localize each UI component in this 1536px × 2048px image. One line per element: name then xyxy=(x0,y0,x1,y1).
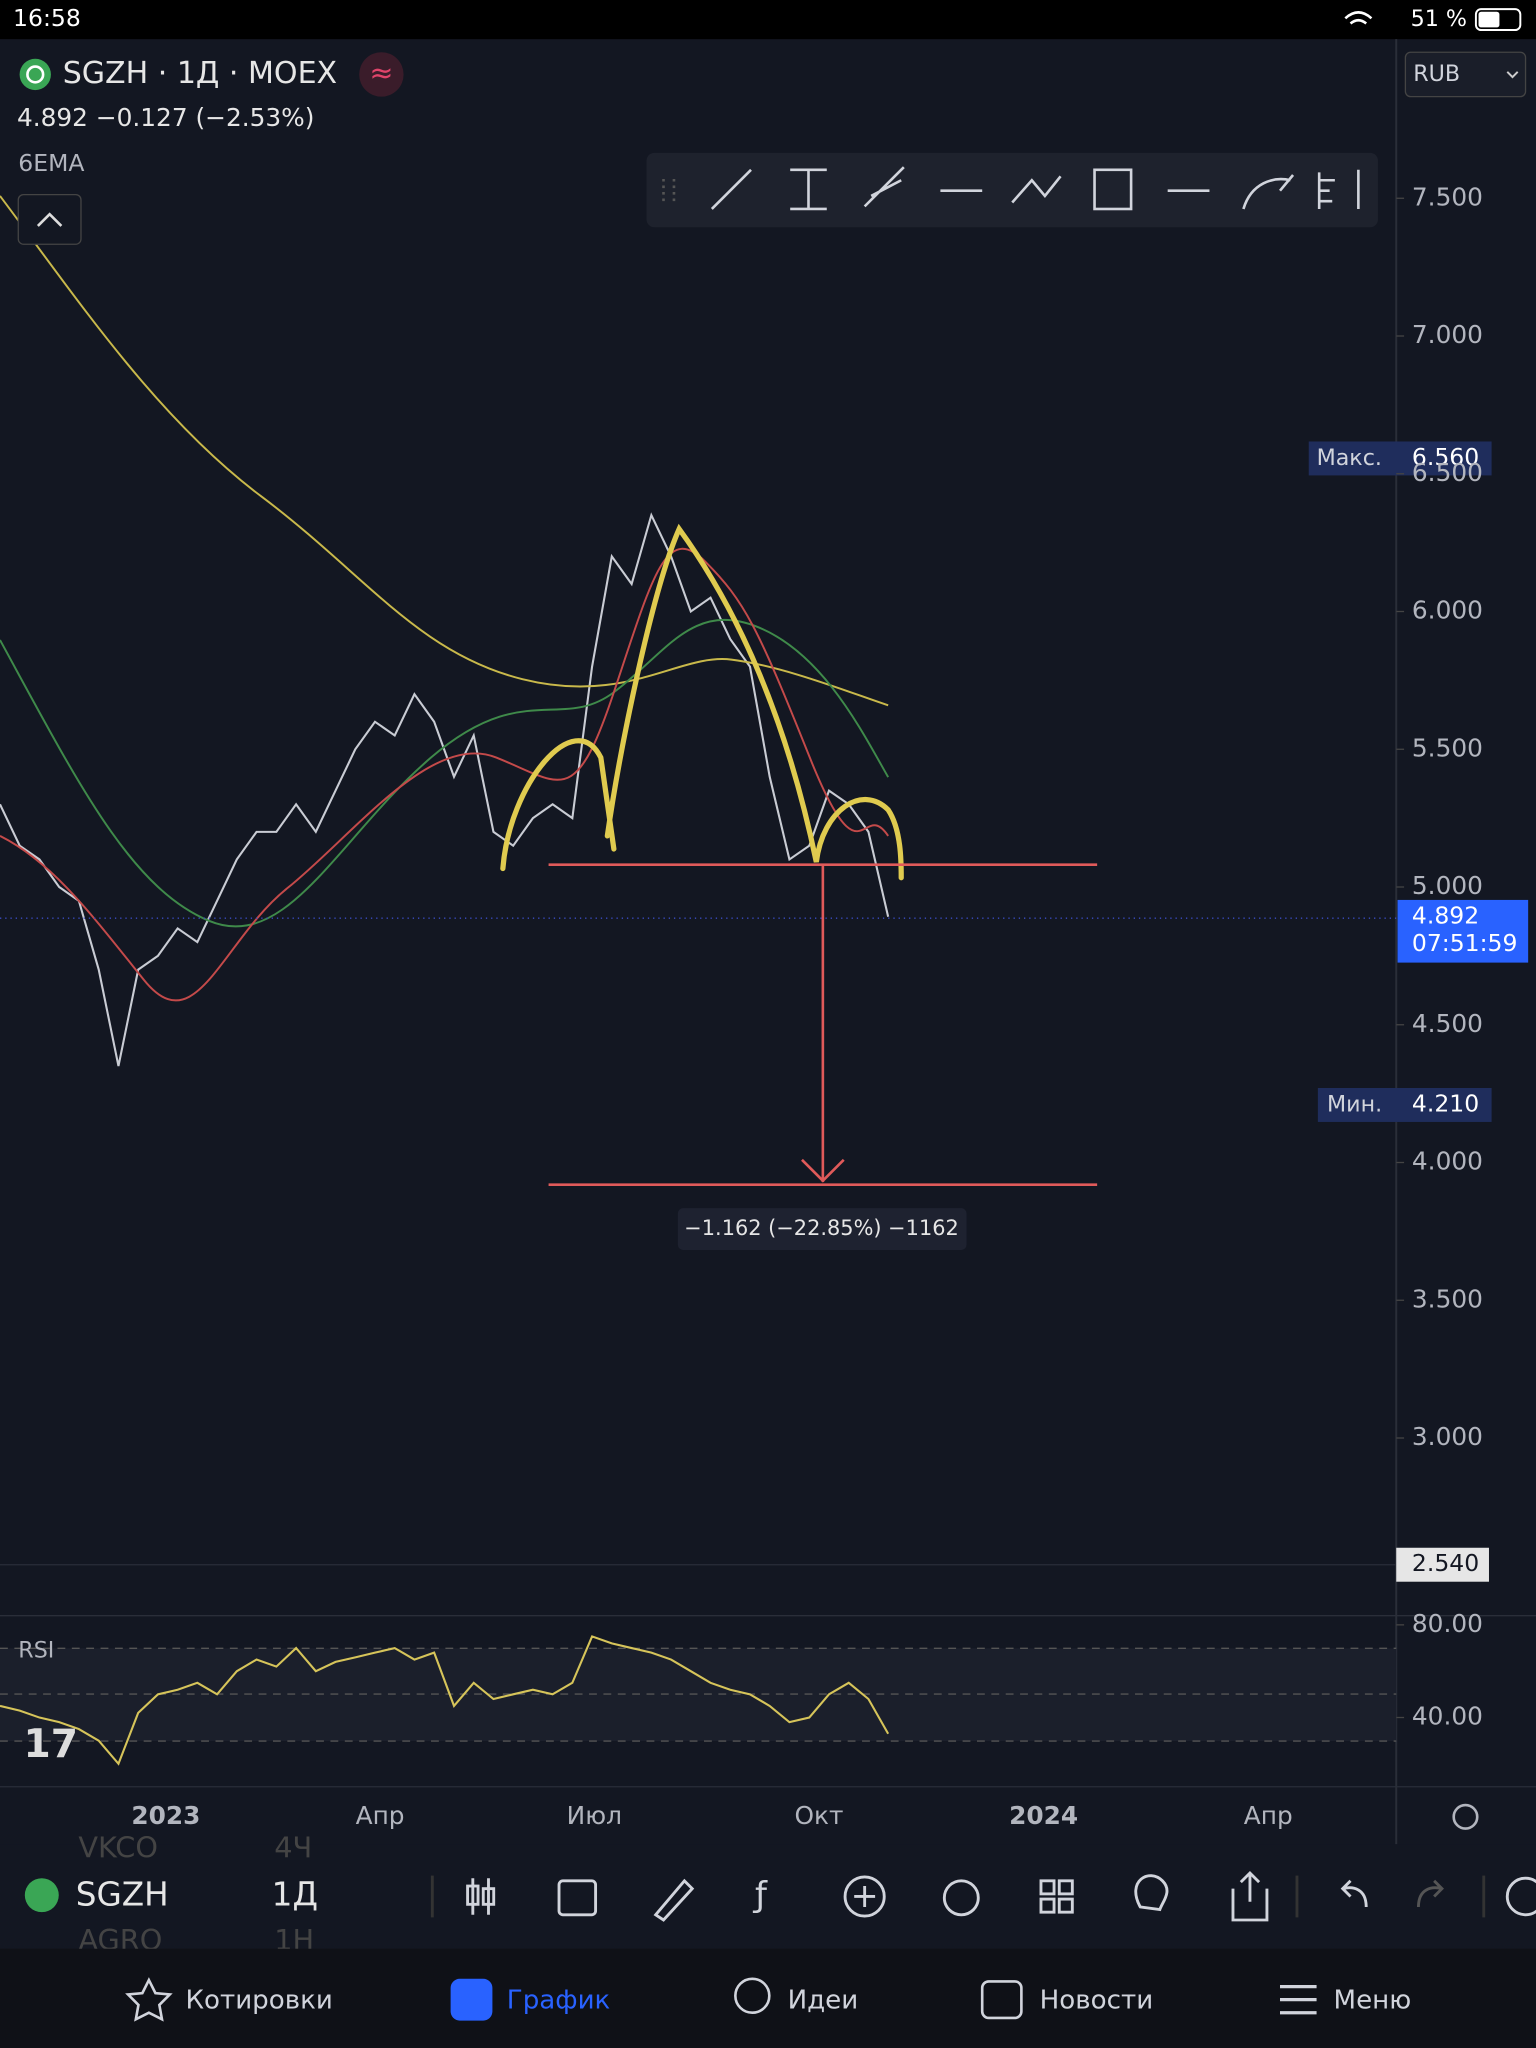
last-price: 4.892 xyxy=(1412,901,1479,929)
min-tag xyxy=(1317,1088,1492,1122)
currency-selector[interactable] xyxy=(1404,51,1527,98)
tv-logo: 17 xyxy=(24,1722,79,1767)
tab-icon xyxy=(1280,1984,1317,2015)
y-tick-label: 6.500 xyxy=(1412,458,1483,487)
ema-line xyxy=(0,548,889,1002)
currency: RUB xyxy=(1413,61,1460,87)
measure-label: −1.162 (−22.85%) −1162 xyxy=(684,1216,959,1240)
indicator-badge-glyph: ≈ xyxy=(369,55,393,89)
ema-line xyxy=(0,195,889,707)
indicator-name[interactable]: 6EMA xyxy=(18,149,84,177)
symbol-logo-mark xyxy=(26,65,45,84)
pattern-drawing xyxy=(500,523,904,881)
svg-text:ƒ: ƒ xyxy=(752,1875,768,1915)
tab-label[interactable]: Новости xyxy=(1040,1985,1154,2015)
bottom-symbol[interactable]: SGZH xyxy=(76,1875,169,1913)
battery-icon xyxy=(1474,8,1522,32)
x-tick-label: 2024 xyxy=(1009,1801,1078,1830)
bottom-tag xyxy=(1396,1547,1489,1582)
collapse-icon xyxy=(36,212,63,227)
max-value: 6.560 xyxy=(1412,443,1479,471)
bottom-toolbar xyxy=(0,1844,1536,1949)
x-tick-label: Окт xyxy=(794,1801,843,1830)
tab-label-active[interactable]: График xyxy=(507,1985,611,2015)
status-time: 16:58 xyxy=(13,4,81,32)
bottom-value: 2.540 xyxy=(1412,1549,1479,1577)
y-tick-label: 40.00 xyxy=(1412,1702,1483,1731)
y-tick-label: 5.000 xyxy=(1412,871,1483,900)
settings-icon[interactable] xyxy=(1452,1803,1479,1830)
price-line xyxy=(0,512,890,1067)
y-tick-label: 3.000 xyxy=(1412,1422,1483,1451)
min-value: 4.210 xyxy=(1412,1089,1479,1117)
toolbar-icons[interactable] xyxy=(662,166,1360,211)
faded-interval: 4Ч xyxy=(274,1830,312,1864)
tab-icon xyxy=(125,1977,173,2022)
x-tick-label: Апр xyxy=(1244,1801,1293,1830)
rsi-band xyxy=(0,1648,1397,1742)
tab-icon xyxy=(734,1977,771,2015)
y-tick-label: 4.500 xyxy=(1412,1009,1483,1038)
price-line xyxy=(0,1635,890,1766)
indicator-badge[interactable] xyxy=(359,52,404,97)
y-tick-label: 6.000 xyxy=(1412,596,1483,625)
toolbar-buttons[interactable]: ƒ xyxy=(430,1870,1536,1922)
x-tick-label: Апр xyxy=(356,1801,405,1830)
y-tick-label: 80.00 xyxy=(1412,1609,1483,1638)
collapse-button[interactable] xyxy=(17,193,82,245)
countdown: 07:51:59 xyxy=(1412,929,1518,957)
tab-label[interactable]: Котировки xyxy=(185,1985,332,2015)
symbol-title[interactable]: SGZH · 1Д · MOEX xyxy=(63,56,337,91)
status-bar xyxy=(0,0,1536,40)
ema-line xyxy=(0,619,890,928)
last-price-tag xyxy=(1397,899,1529,963)
tab-label[interactable]: Меню xyxy=(1334,1985,1412,2015)
y-tick-label: 4.000 xyxy=(1412,1147,1483,1176)
max-tag xyxy=(1308,441,1492,476)
drawing-toolbar xyxy=(646,152,1378,228)
tab-label[interactable]: Идеи xyxy=(788,1985,859,2015)
symbol-logo xyxy=(24,1878,59,1913)
wifi-icon xyxy=(1344,11,1373,25)
battery-percent: 51 % xyxy=(1411,6,1467,32)
max-label: Макс. xyxy=(1317,445,1382,471)
symbol-logo xyxy=(19,58,51,91)
y-tick-label: 7.000 xyxy=(1412,320,1483,349)
dropdown-icon xyxy=(1506,71,1519,79)
y-tick-label: 3.500 xyxy=(1412,1284,1483,1313)
x-tick-label: 2023 xyxy=(131,1801,200,1830)
bottom-interval[interactable]: 1Д xyxy=(272,1875,318,1913)
faded-symbol: VKCO xyxy=(78,1830,158,1864)
x-tick-label: Июл xyxy=(567,1801,622,1830)
rsi-label: RSI xyxy=(18,1637,54,1663)
tab-icon-active xyxy=(450,1978,493,2021)
quote: 4.892 −0.127 (−2.53%) xyxy=(17,103,314,132)
min-label: Мин. xyxy=(1327,1091,1382,1117)
battery-level xyxy=(1478,11,1500,28)
arrow-head xyxy=(801,1158,845,1183)
y-tick-label: 5.500 xyxy=(1412,733,1483,762)
tab-icon xyxy=(980,1980,1023,2020)
measure-box xyxy=(677,1208,967,1250)
y-tick-label: 7.500 xyxy=(1412,182,1483,211)
